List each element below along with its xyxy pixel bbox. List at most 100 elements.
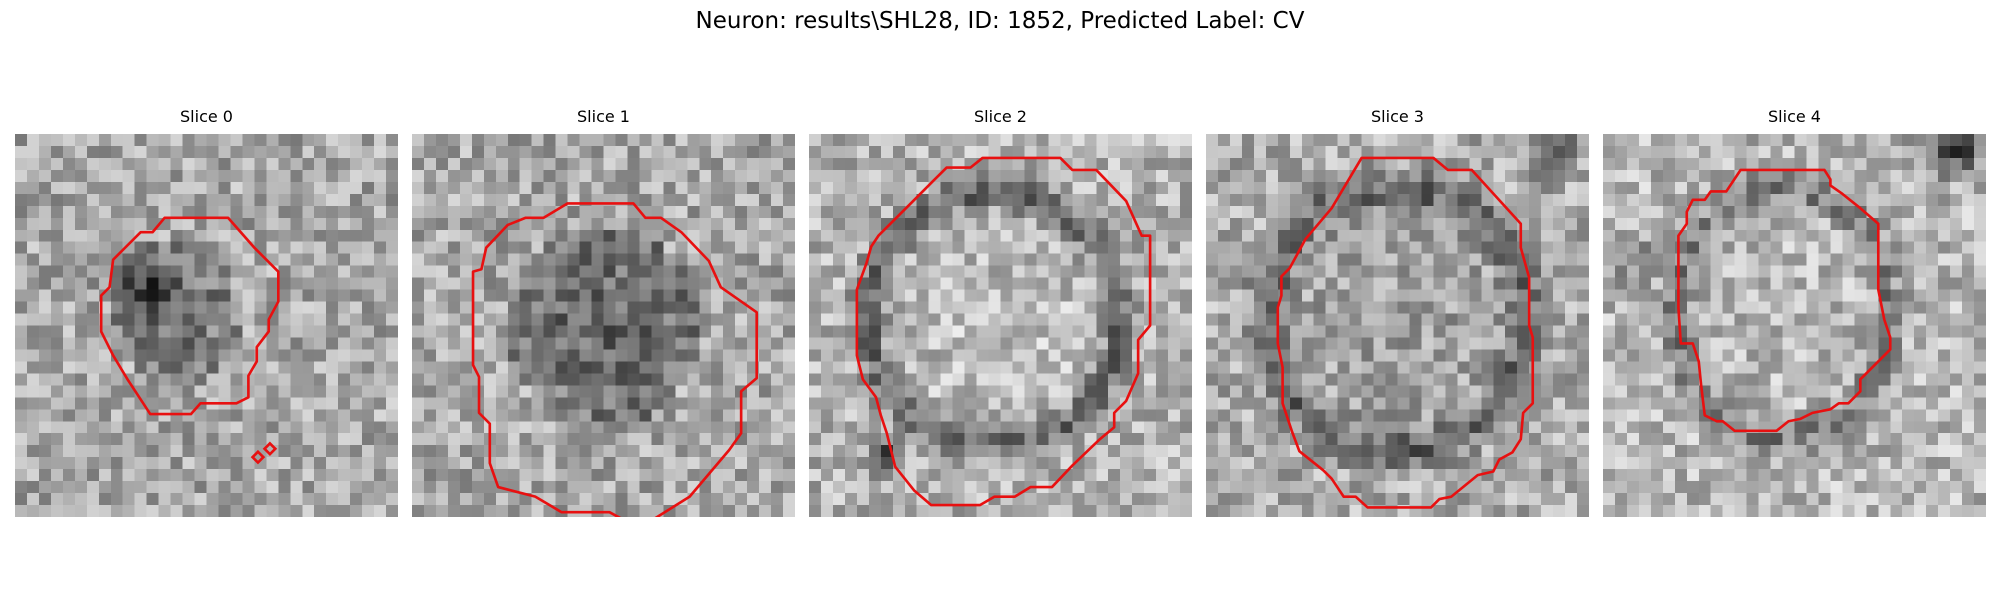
pixel <box>1529 217 1542 230</box>
pixel <box>412 409 425 422</box>
pixel <box>747 205 760 219</box>
pixel <box>230 145 243 159</box>
pixel <box>1878 134 1891 147</box>
pixel <box>1144 134 1157 147</box>
pixel <box>1505 277 1518 290</box>
pixel <box>555 241 568 254</box>
pixel <box>1156 205 1169 219</box>
pixel <box>122 445 135 458</box>
pixel <box>1373 433 1386 446</box>
pixel <box>134 265 147 278</box>
pixel <box>856 134 870 147</box>
pixel <box>134 253 147 266</box>
pixel <box>1746 409 1759 422</box>
pixel <box>423 145 437 159</box>
pixel <box>868 169 882 183</box>
pixel <box>290 277 303 290</box>
pixel <box>735 337 748 350</box>
pixel <box>1277 181 1291 195</box>
pixel <box>844 433 858 446</box>
pixel <box>904 217 917 230</box>
pixel <box>206 445 219 458</box>
pixel <box>880 217 894 230</box>
pixel <box>868 457 882 470</box>
pixel <box>182 169 195 183</box>
pixel <box>1541 134 1554 147</box>
pixel <box>206 421 219 434</box>
pixel <box>759 289 772 302</box>
pixel <box>338 469 351 482</box>
pixel <box>1168 134 1181 147</box>
pixel <box>338 349 351 362</box>
pixel <box>412 301 425 314</box>
pixel <box>182 505 195 517</box>
pixel <box>1505 313 1518 326</box>
pixel <box>1577 241 1589 254</box>
pixel <box>1120 277 1133 290</box>
pixel <box>483 145 497 159</box>
pixel <box>314 313 327 326</box>
pixel <box>1806 145 1819 159</box>
pixel <box>663 337 676 350</box>
pixel <box>880 145 894 159</box>
pixel <box>1517 445 1530 458</box>
pixel <box>591 349 604 362</box>
pixel <box>386 134 398 147</box>
pixel <box>1385 169 1398 183</box>
pixel <box>146 313 159 326</box>
pixel <box>603 361 616 374</box>
pixel <box>122 433 135 446</box>
pixel <box>1048 145 1061 159</box>
pixel <box>820 205 834 219</box>
pixel <box>591 385 604 398</box>
pixel <box>1710 265 1723 278</box>
pixel <box>832 409 846 422</box>
pixel <box>1409 301 1422 314</box>
pixel <box>1469 253 1482 266</box>
pixel <box>182 349 195 362</box>
pixel <box>1229 181 1243 195</box>
pixel <box>868 205 882 219</box>
pixel <box>1132 253 1145 266</box>
pixel <box>74 217 88 230</box>
pixel <box>844 373 858 386</box>
pixel <box>1060 169 1073 183</box>
pixel <box>1108 433 1121 446</box>
pixel <box>194 265 207 278</box>
pixel <box>507 493 520 506</box>
pixel <box>856 217 870 230</box>
pixel <box>1217 337 1231 350</box>
pixel <box>892 181 905 195</box>
pixel <box>1481 349 1494 362</box>
pixel <box>1722 169 1735 183</box>
pixel <box>1541 373 1554 386</box>
pixel <box>1541 277 1554 290</box>
pixel <box>254 493 267 506</box>
pixel <box>471 313 485 326</box>
pixel <box>1301 433 1314 446</box>
pixel <box>170 325 183 338</box>
pixel <box>1746 301 1759 314</box>
pixel <box>1541 265 1554 278</box>
pixel <box>964 373 977 386</box>
pixel <box>735 325 748 338</box>
pixel <box>1878 205 1891 219</box>
pixel <box>1217 313 1231 326</box>
pixel <box>1072 325 1085 338</box>
pixel <box>1926 313 1939 326</box>
pixel <box>74 505 88 517</box>
pixel <box>723 181 736 195</box>
pixel <box>1553 325 1566 338</box>
pixel <box>615 157 628 171</box>
pixel <box>1421 397 1434 410</box>
pixel <box>1397 325 1410 338</box>
pixel <box>663 361 676 374</box>
pixel <box>1626 325 1640 338</box>
pixel <box>1349 385 1362 398</box>
pixel <box>711 134 724 147</box>
pixel <box>302 493 315 506</box>
pixel <box>675 145 688 159</box>
pixel <box>639 241 652 254</box>
pixel <box>26 313 40 326</box>
pixel <box>892 445 905 458</box>
